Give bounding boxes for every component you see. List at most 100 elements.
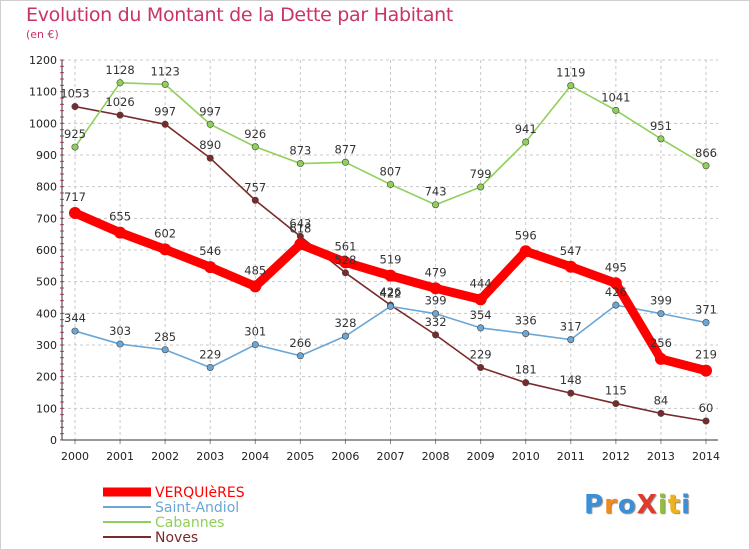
data-point-noves <box>612 400 620 408</box>
data-label-noves: 84 <box>654 393 669 407</box>
data-point-cabannes <box>116 79 124 87</box>
x-tick-label: 2008 <box>422 450 450 463</box>
data-label-saint-andiol: 328 <box>334 316 356 330</box>
data-point-verqui-res <box>384 269 397 282</box>
data-label-noves: 332 <box>425 315 447 329</box>
data-point-saint-andiol <box>161 346 169 354</box>
data-label-cabannes: 743 <box>425 185 447 199</box>
legend-label-cabannes: Cabannes <box>155 515 224 531</box>
data-label-noves: 115 <box>605 384 627 398</box>
data-label-saint-andiol: 422 <box>380 286 402 300</box>
data-label-verqui-res: 519 <box>380 253 402 267</box>
x-tick-label: 2012 <box>602 450 630 463</box>
data-label-saint-andiol: 354 <box>470 308 492 322</box>
logo-letter: o <box>617 490 637 520</box>
y-tick-label: 600 <box>36 244 57 257</box>
data-point-verqui-res <box>700 364 712 377</box>
data-point-cabannes <box>522 138 530 146</box>
data-label-cabannes: 926 <box>244 127 266 141</box>
data-point-saint-andiol <box>71 327 79 335</box>
data-point-noves <box>116 111 124 119</box>
y-tick-label: 500 <box>36 276 57 289</box>
data-label-verqui-res: 479 <box>425 265 447 279</box>
data-point-cabannes <box>612 106 620 114</box>
data-label-cabannes: 1041 <box>601 90 630 104</box>
data-point-verqui-res <box>564 260 577 273</box>
chart-title: Evolution du Montant de la Dette par Hab… <box>26 4 454 26</box>
data-label-saint-andiol: 317 <box>560 320 582 334</box>
data-label-cabannes: 1123 <box>151 64 180 78</box>
data-label-noves: 426 <box>380 285 402 299</box>
data-point-verqui-res <box>474 293 487 306</box>
data-point-cabannes <box>702 162 710 170</box>
data-point-verqui-res <box>294 238 307 251</box>
data-point-cabannes <box>296 160 304 168</box>
data-label-verqui-res: 256 <box>650 336 672 350</box>
data-label-verqui-res: 546 <box>199 244 221 258</box>
y-tick-label: 300 <box>36 339 57 352</box>
data-point-saint-andiol <box>116 340 124 348</box>
x-tick-label: 2009 <box>467 450 495 463</box>
data-label-noves: 997 <box>154 104 176 118</box>
y-tick-label: 800 <box>36 181 57 194</box>
data-label-noves: 1053 <box>60 87 89 101</box>
data-label-saint-andiol: 344 <box>64 311 86 325</box>
logo-letter: i <box>681 490 692 520</box>
data-label-cabannes: 997 <box>199 104 221 118</box>
legend-label-noves: Noves <box>155 530 198 546</box>
data-point-cabannes <box>71 143 79 151</box>
data-point-verqui-res <box>69 206 81 219</box>
data-point-saint-andiol <box>477 324 485 332</box>
series-lines <box>69 79 712 425</box>
data-point-verqui-res <box>609 277 622 290</box>
legend-label-saint-andiol: Saint-Andiol <box>155 500 239 516</box>
data-label-saint-andiol: 229 <box>199 347 221 361</box>
data-point-saint-andiol <box>432 310 440 318</box>
logo-letter: P <box>584 490 605 520</box>
data-point-cabannes <box>567 82 575 90</box>
data-point-cabannes <box>206 120 214 128</box>
data-point-cabannes <box>161 80 169 88</box>
data-labels: 717 655 602 546 485 618 561 519 479 444 596 547 495 2… <box>60 63 717 415</box>
data-label-saint-andiol: 399 <box>650 294 672 308</box>
data-label-verqui-res: 547 <box>560 244 582 258</box>
data-label-cabannes: 807 <box>380 164 402 178</box>
data-point-verqui-res <box>114 226 127 239</box>
data-point-cabannes <box>251 143 259 151</box>
x-tick-label: 2007 <box>377 450 405 463</box>
logo-letter: r <box>604 490 618 520</box>
data-label-cabannes: 799 <box>470 167 492 181</box>
data-label-saint-andiol: 303 <box>109 324 131 338</box>
y-tick-label: 1100 <box>29 86 57 99</box>
x-tick-label: 2006 <box>331 450 359 463</box>
data-point-saint-andiol <box>386 302 394 310</box>
data-point-saint-andiol <box>341 332 349 340</box>
data-label-saint-andiol: 426 <box>605 285 627 299</box>
data-point-noves <box>702 417 710 425</box>
y-tick-label: 100 <box>36 402 57 415</box>
x-tick-label: 2004 <box>241 450 269 463</box>
logo-letter: i <box>657 490 668 520</box>
data-label-cabannes: 1119 <box>556 66 585 80</box>
x-tick-label: 2002 <box>151 450 179 463</box>
data-label-cabannes: 925 <box>64 127 86 141</box>
data-point-verqui-res <box>159 243 172 256</box>
x-tick-label: 2005 <box>286 450 314 463</box>
data-label-verqui-res: 219 <box>695 348 717 362</box>
data-label-noves: 890 <box>199 138 221 152</box>
data-point-noves <box>161 120 169 128</box>
data-label-noves: 757 <box>244 180 266 194</box>
data-label-cabannes: 1128 <box>105 63 134 77</box>
data-point-saint-andiol <box>567 336 575 344</box>
data-point-verqui-res <box>204 261 217 274</box>
data-label-noves: 148 <box>560 373 582 387</box>
data-point-saint-andiol <box>206 363 214 371</box>
y-tick-label: 200 <box>36 371 57 384</box>
data-point-noves <box>251 196 259 204</box>
data-point-cabannes <box>386 180 394 188</box>
data-label-cabannes: 941 <box>515 122 537 136</box>
axes: 0 100 200 300 400 500 600 700 800 900 1000 1100 1200… <box>29 54 720 463</box>
data-label-verqui-res: 561 <box>334 239 356 253</box>
